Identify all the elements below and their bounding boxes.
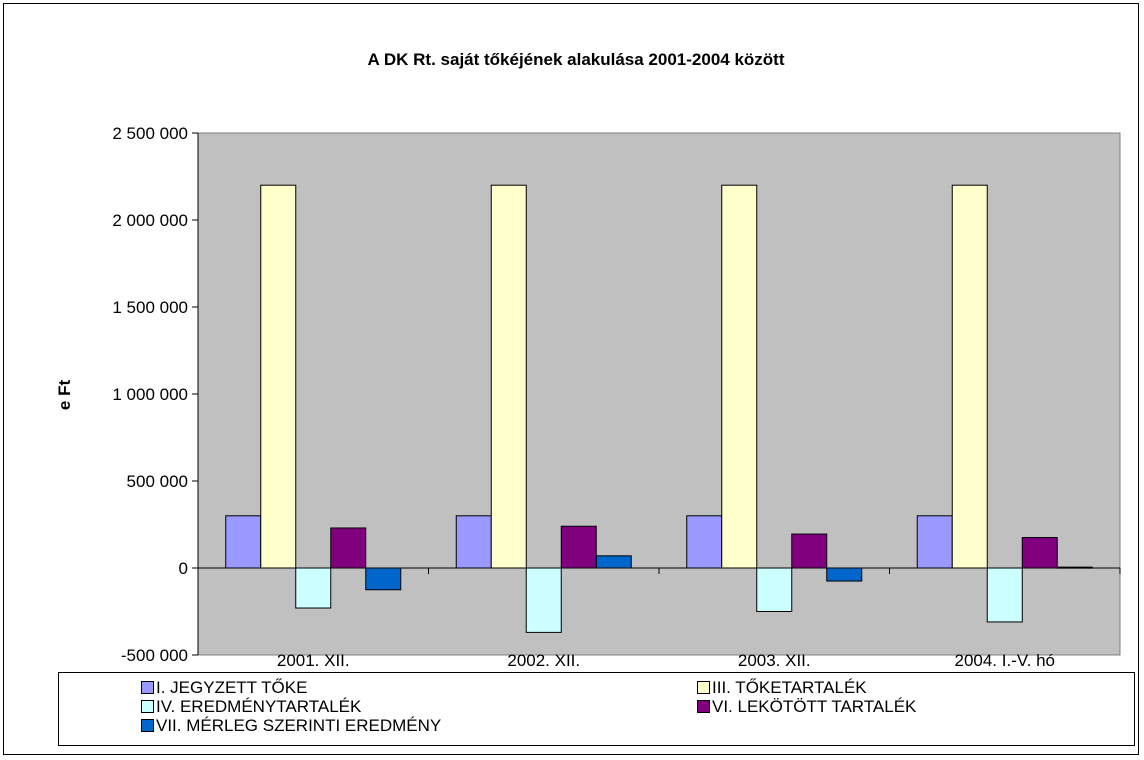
legend-label: VII. MÉRLEG SZERINTI EREDMÉNY bbox=[156, 716, 442, 735]
x-tick-label: 2002. XII. bbox=[507, 651, 580, 670]
legend-item: VI. LEKÖTÖTT TARTALÉK bbox=[697, 698, 916, 715]
bar-series-2-cat-2 bbox=[490, 184, 527, 569]
bar-series-4-cat-1 bbox=[330, 527, 367, 569]
bar-series-4-cat-3 bbox=[791, 533, 828, 569]
legend-item: III. TŐKETARTALÉK bbox=[697, 679, 867, 696]
legend-item: IV. EREDMÉNYTARTALÉK bbox=[141, 698, 361, 715]
legend-swatch bbox=[141, 700, 154, 713]
bar-series-1-cat-2 bbox=[455, 515, 492, 569]
y-axis-label: e Ft bbox=[55, 380, 74, 411]
bar-series-4-cat-4 bbox=[1021, 537, 1058, 569]
bar-series-1-cat-1 bbox=[225, 515, 262, 569]
y-tick-label: 0 bbox=[179, 559, 188, 578]
bar-series-2-cat-1 bbox=[260, 184, 297, 569]
bar-series-1-cat-4 bbox=[916, 515, 953, 569]
bar-series-4-cat-2 bbox=[560, 525, 597, 569]
legend-swatch bbox=[697, 681, 710, 694]
legend-swatch bbox=[697, 700, 710, 713]
legend-swatch bbox=[141, 719, 154, 732]
x-tick-label: 2003. XII. bbox=[738, 651, 811, 670]
bar-series-1-cat-3 bbox=[686, 515, 723, 569]
x-tick-label: 2001. XII. bbox=[277, 651, 350, 670]
legend-label: I. JEGYZETT TŐKE bbox=[156, 678, 308, 697]
bar-series-3-cat-3 bbox=[756, 567, 793, 612]
y-tick-label: 1 000 000 bbox=[112, 385, 188, 404]
bar-series-5-cat-1 bbox=[365, 567, 402, 591]
y-tick-label: 1 500 000 bbox=[112, 298, 188, 317]
bar-series-3-cat-1 bbox=[295, 567, 332, 609]
bar-series-5-cat-2 bbox=[595, 555, 632, 569]
bar-series-5-cat-3 bbox=[826, 567, 863, 582]
bar-series-3-cat-2 bbox=[525, 567, 562, 633]
y-tick-label: 500 000 bbox=[127, 472, 188, 491]
legend-item: I. JEGYZETT TŐKE bbox=[141, 679, 307, 696]
chart-title: A DK Rt. saját tőkéjének alakulása 2001-… bbox=[368, 50, 785, 69]
legend-item: VII. MÉRLEG SZERINTI EREDMÉNY bbox=[141, 717, 441, 734]
legend: I. JEGYZETT TŐKE III. TŐKETARTALÉK IV. ERE… bbox=[58, 672, 1135, 746]
y-tick-label: 2 500 000 bbox=[112, 124, 188, 143]
x-tick-label: 2004. I.-V. hó bbox=[954, 651, 1055, 670]
axes: -500 000 0 500 000 1 000 000 1 500 000 2 000 … bbox=[112, 124, 1121, 670]
legend-label: III. TŐKETARTALÉK bbox=[712, 678, 867, 697]
bar-series-2-cat-4 bbox=[951, 184, 988, 569]
legend-swatch bbox=[141, 681, 154, 694]
legend-label: IV. EREDMÉNYTARTALÉK bbox=[156, 697, 362, 716]
y-tick-label: 2 000 000 bbox=[112, 211, 188, 230]
y-tick-label: -500 000 bbox=[121, 646, 188, 665]
bar-series-3-cat-4 bbox=[986, 567, 1023, 623]
bar-series-2-cat-3 bbox=[721, 184, 758, 569]
legend-label: VI. LEKÖTÖTT TARTALÉK bbox=[712, 697, 917, 716]
